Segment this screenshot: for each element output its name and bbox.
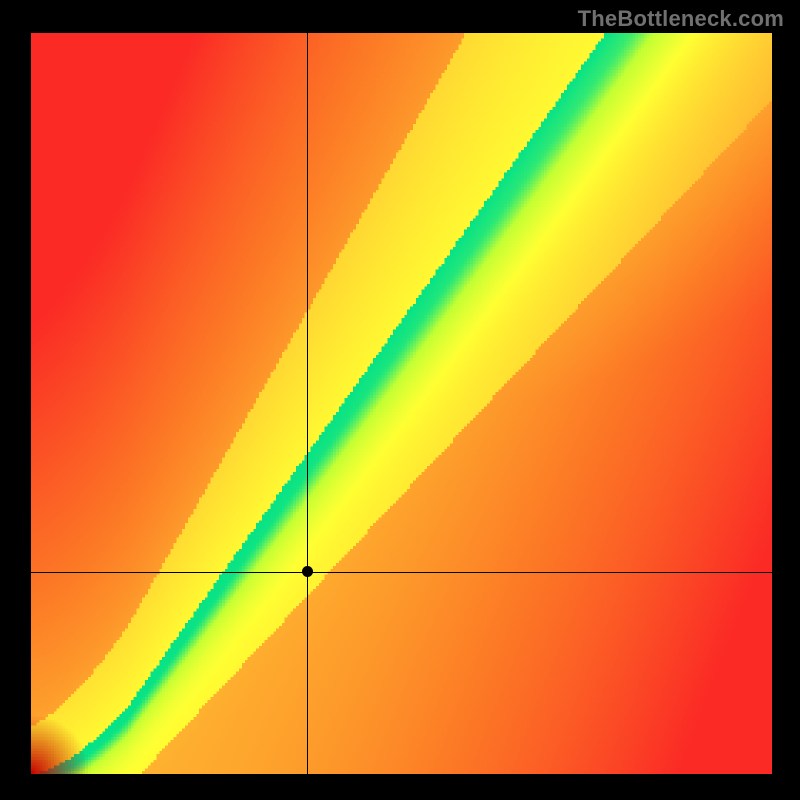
crosshair-vertical bbox=[307, 33, 308, 774]
watermark-text: TheBottleneck.com bbox=[578, 6, 784, 32]
heatmap-canvas bbox=[31, 33, 772, 774]
chart-container: { "watermark": { "text": "TheBottleneck.… bbox=[0, 0, 800, 800]
crosshair-horizontal bbox=[31, 572, 772, 573]
heatmap-plot bbox=[31, 33, 772, 774]
